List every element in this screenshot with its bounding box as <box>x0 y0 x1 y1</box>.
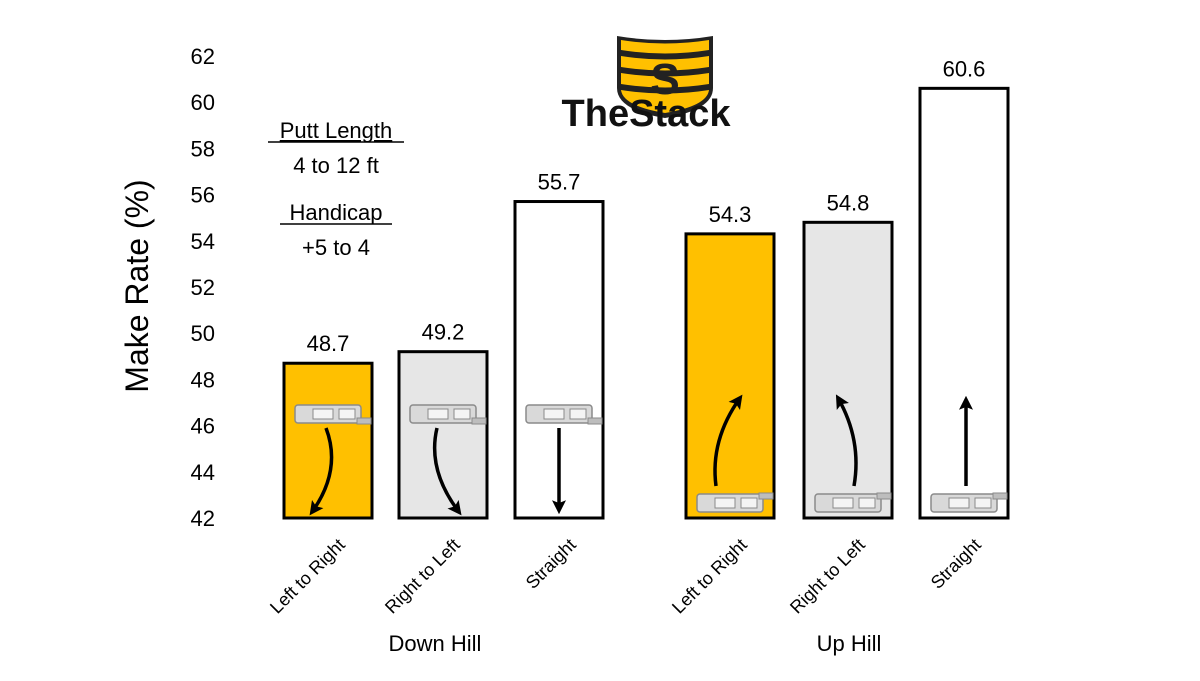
putter-icon <box>409 404 487 425</box>
group-label: Up Hill <box>817 631 882 656</box>
category-label: Straight <box>927 535 985 593</box>
y-tick-label: 62 <box>191 44 215 69</box>
svg-text:S: S <box>650 55 679 104</box>
bar <box>802 220 894 520</box>
category-label: Right to Left <box>381 535 464 618</box>
break-arrow <box>432 427 462 516</box>
brand-logo: S TheStack <box>562 36 732 135</box>
category-label: Left to Right <box>668 535 751 618</box>
putt-length-label: Putt Length <box>280 118 393 143</box>
y-tick-label: 52 <box>191 275 215 300</box>
y-tick-label: 46 <box>191 414 215 439</box>
handicap-value: +5 to 4 <box>302 235 370 260</box>
bar-value-label: 49.2 <box>422 320 465 345</box>
y-tick-label: 50 <box>191 321 215 346</box>
putter-icon <box>294 404 372 425</box>
putter-icon <box>696 492 774 513</box>
y-tick-label: 56 <box>191 183 215 208</box>
bar <box>684 232 776 520</box>
stack-shield-icon: S <box>617 36 713 118</box>
bar-value-label: 60.6 <box>943 56 986 81</box>
bars: 48.7 Left to Right 49.2 Right to Left 55.7 St… <box>266 56 1010 656</box>
group-label: Down Hill <box>389 631 482 656</box>
putter-icon <box>930 492 1008 513</box>
putt-length-value: 4 to 12 ft <box>293 153 379 178</box>
y-axis-label: Make Rate (%) <box>119 179 155 392</box>
bar-value-label: 48.7 <box>307 331 350 356</box>
y-tick-label: 60 <box>191 90 215 115</box>
break-arrow <box>309 427 334 516</box>
y-tick-label: 54 <box>191 229 215 254</box>
bar-value-label: 54.3 <box>709 202 752 227</box>
y-tick-label: 42 <box>191 506 215 531</box>
category-label: Right to Left <box>786 535 869 618</box>
y-tick-label: 48 <box>191 367 215 392</box>
info-block: Putt Length 4 to 12 ft Handicap +5 to 4 <box>268 118 404 260</box>
putter-icon <box>525 404 603 425</box>
category-label: Left to Right <box>266 535 349 618</box>
brand-name: TheStack <box>562 93 732 135</box>
bar <box>918 86 1010 520</box>
break-arrow <box>713 394 743 487</box>
category-label: Straight <box>522 535 580 593</box>
bar <box>397 350 489 520</box>
bar-value-label: 54.8 <box>827 190 870 215</box>
handicap-label: Handicap <box>290 200 383 225</box>
y-tick-label: 58 <box>191 136 215 161</box>
bar-value-label: 55.7 <box>538 170 581 195</box>
putter-icon <box>814 492 892 513</box>
y-tick-label: 44 <box>191 460 215 485</box>
y-axis-ticks: 42 44 46 48 50 52 54 56 58 60 62 <box>191 44 215 531</box>
break-arrow <box>835 394 858 487</box>
